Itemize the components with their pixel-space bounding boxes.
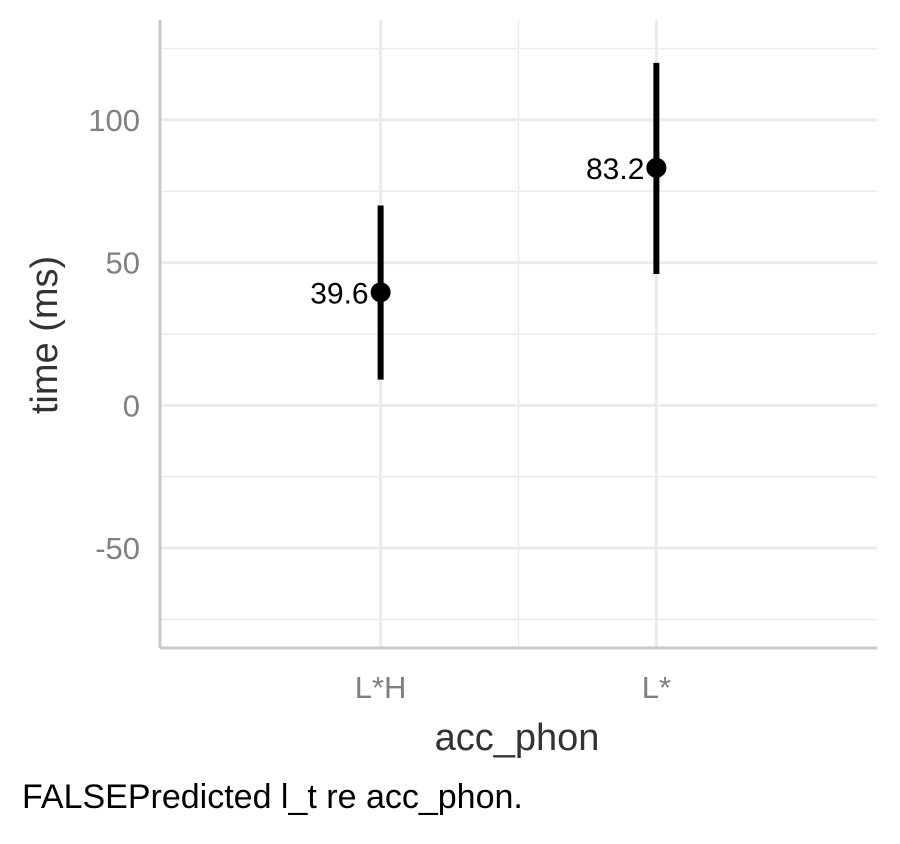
- data-point: [646, 157, 667, 178]
- chart: 39.6 83.2 -50 0 50 100 L*H L* acc_phon time (m…: [24, 20, 877, 759]
- data-label: 83.2: [586, 153, 644, 186]
- y-axis-title: time (ms): [24, 256, 66, 414]
- figure-caption: FALSEPredicted l_t re acc_phon.: [22, 778, 523, 816]
- tick-labels: -50 0 50 100 L*H L*: [88, 103, 671, 705]
- data-marks: 39.6 83.2: [310, 62, 667, 380]
- minor-gridlines: [160, 20, 877, 648]
- data-label: 39.6: [310, 277, 368, 310]
- x-tick-label: L*H: [355, 670, 407, 705]
- x-tick-label: L*: [642, 670, 671, 705]
- data-point: [370, 282, 391, 303]
- y-tick-label: -50: [95, 531, 140, 566]
- y-tick-label: 0: [123, 388, 140, 423]
- axis-lines: [158, 20, 877, 650]
- y-tick-label: 100: [88, 103, 140, 138]
- y-tick-label: 50: [106, 246, 140, 281]
- x-axis-title: acc_phon: [435, 717, 600, 759]
